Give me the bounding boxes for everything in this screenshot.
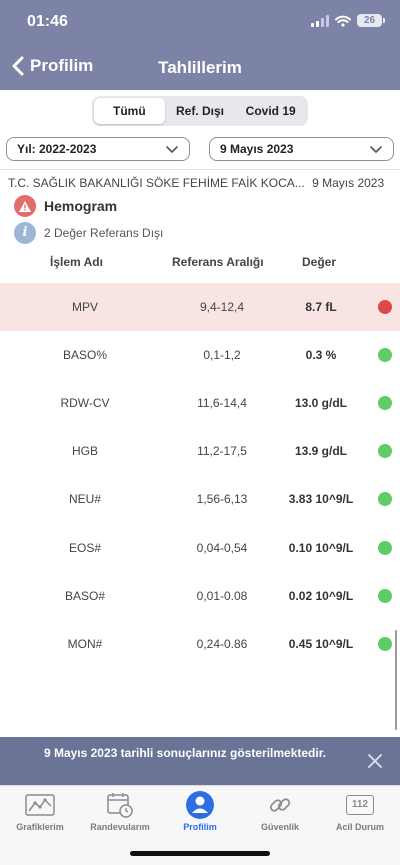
summary-row: i 2 Değer Referans Dışı	[14, 222, 163, 244]
table-row[interactable]: NEU# 1,56-6,13 3.83 10^9/L	[0, 475, 400, 523]
segment-covid[interactable]: Covid 19	[245, 104, 296, 118]
info-icon: i	[14, 222, 36, 244]
row-range: 0,24-0.86	[196, 637, 248, 651]
warning-icon	[14, 195, 36, 217]
date-select[interactable]: 9 Mayıs 2023	[209, 137, 394, 161]
scrollbar[interactable]	[395, 630, 397, 730]
row-name: HGB	[71, 444, 98, 458]
chart-icon	[25, 794, 55, 816]
row-range: 0,01-0.08	[196, 589, 248, 603]
row-name: BASO#	[64, 589, 106, 603]
row-range: 0,1-1,2	[203, 348, 241, 362]
page-title: Tahlillerim	[158, 58, 242, 77]
tab-label: Güvenlik	[260, 822, 299, 832]
status-icons: 26	[311, 14, 385, 27]
test-title-row: Hemogram	[14, 195, 117, 217]
tab-label: Profilim	[183, 822, 217, 832]
out-of-range-summary: 2 Değer Referans Dışı	[44, 226, 164, 240]
status-dot-ok	[378, 492, 392, 506]
tab-emergency[interactable]: 112 Acil Durum	[320, 791, 400, 832]
table-row[interactable]: HGB 11,2-17,5 13.9 g/dL	[0, 427, 400, 475]
profile-icon	[186, 791, 214, 819]
tab-profile[interactable]: Profilim	[160, 791, 240, 832]
segment-all[interactable]: Tümü	[94, 98, 165, 124]
tab-appointments[interactable]: Randevularım	[80, 791, 160, 832]
row-value: 8.7 fL	[305, 300, 337, 314]
home-indicator	[130, 851, 270, 856]
chevron-left-icon	[12, 56, 24, 76]
table-row[interactable]: BASO# 0,01-0.08 0.02 10^9/L	[0, 572, 400, 620]
filter-segmented-control: Tümü Ref. Dışı Covid 19	[92, 96, 308, 126]
link-icon	[269, 798, 291, 812]
row-name: MPV	[71, 300, 98, 314]
cellular-signal-icon	[311, 14, 329, 27]
test-name: Hemogram	[44, 198, 118, 214]
back-label: Profilim	[30, 56, 94, 75]
column-header-name: İşlem Adı	[50, 255, 103, 269]
table-row[interactable]: BASO% 0,1-1,2 0.3 %	[0, 331, 400, 379]
row-range: 11,6-14,4	[197, 396, 247, 410]
tab-graphs[interactable]: Grafiklerim	[0, 791, 80, 832]
year-select-value: Yıl: 2022-2023	[17, 142, 97, 156]
emergency-112-icon: 112	[346, 795, 374, 815]
year-select[interactable]: Yıl: 2022-2023	[6, 137, 190, 161]
row-value: 13.0 g/dL	[294, 396, 347, 410]
chevron-down-icon	[370, 146, 382, 153]
row-value: 0.45 10^9/L	[288, 637, 354, 651]
calendar-clock-icon	[107, 793, 133, 818]
table-row[interactable]: MON# 0,24-0.86 0.45 10^9/L	[0, 620, 400, 668]
result-date: 9 Mayıs 2023	[312, 176, 385, 190]
back-button[interactable]: Profilim	[12, 56, 93, 76]
row-range: 1,56-6,13	[196, 492, 248, 506]
row-value: 13.9 g/dL	[294, 444, 347, 458]
tab-label: Grafiklerim	[16, 822, 64, 832]
row-range: 11,2-17,5	[197, 444, 247, 458]
table-row[interactable]: MPV 9,4-12,4 8.7 fL	[0, 283, 400, 331]
divider	[0, 169, 400, 170]
status-dot-ok	[378, 348, 392, 362]
row-range: 0,04-0,54	[196, 541, 248, 555]
row-range: 9,4-12,4	[199, 300, 245, 314]
segment-out-of-range[interactable]: Ref. Dışı	[176, 104, 225, 118]
banner-text: 9 Mayıs 2023 tarihli sonuçlarınız göster…	[43, 746, 327, 760]
close-icon[interactable]	[368, 754, 382, 768]
tab-label: Acil Durum	[335, 822, 384, 832]
emergency-number: 112	[351, 799, 369, 810]
row-value: 3.83 10^9/L	[288, 492, 354, 506]
row-name: EOS#	[68, 541, 101, 555]
status-dot-ok	[378, 541, 392, 555]
app-header: 01:46 26 Profilim Tahlillerim	[0, 0, 400, 90]
info-banner: 9 Mayıs 2023 tarihli sonuçlarınız göster…	[0, 737, 400, 785]
tab-label: Randevularım	[90, 822, 150, 832]
status-time: 01:46	[27, 13, 68, 30]
row-value: 0.10 10^9/L	[288, 541, 354, 555]
column-header-value: Değer	[302, 255, 337, 269]
hospital-name: T.C. SAĞLIK BAKANLIĞI SÖKE FEHİME FAİK K…	[8, 176, 305, 190]
hospital-line: T.C. SAĞLIK BAKANLIĞI SÖKE FEHİME FAİK K…	[8, 176, 384, 190]
status-dot-ok	[378, 444, 392, 458]
battery-icon: 26	[357, 14, 385, 27]
table-row[interactable]: EOS# 0,04-0,54 0.10 10^9/L	[0, 524, 400, 572]
row-name: NEU#	[68, 492, 101, 506]
status-dot-ok	[378, 396, 392, 410]
chevron-down-icon	[166, 146, 178, 153]
wifi-icon	[335, 15, 351, 27]
row-name: MON#	[67, 637, 103, 651]
row-name: RDW-CV	[60, 396, 110, 410]
status-dot-alert	[378, 300, 392, 314]
row-value: 0.3 %	[305, 348, 337, 362]
status-dot-ok	[378, 637, 392, 651]
tab-security[interactable]: Güvenlik	[240, 791, 320, 832]
column-header-range: Referans Aralığı	[172, 255, 264, 269]
row-value: 0.02 10^9/L	[288, 589, 354, 603]
row-name: BASO%	[62, 348, 107, 362]
table-row[interactable]: RDW-CV 11,6-14,4 13.0 g/dL	[0, 379, 400, 427]
status-dot-ok	[378, 589, 392, 603]
date-select-value: 9 Mayıs 2023	[220, 142, 294, 156]
